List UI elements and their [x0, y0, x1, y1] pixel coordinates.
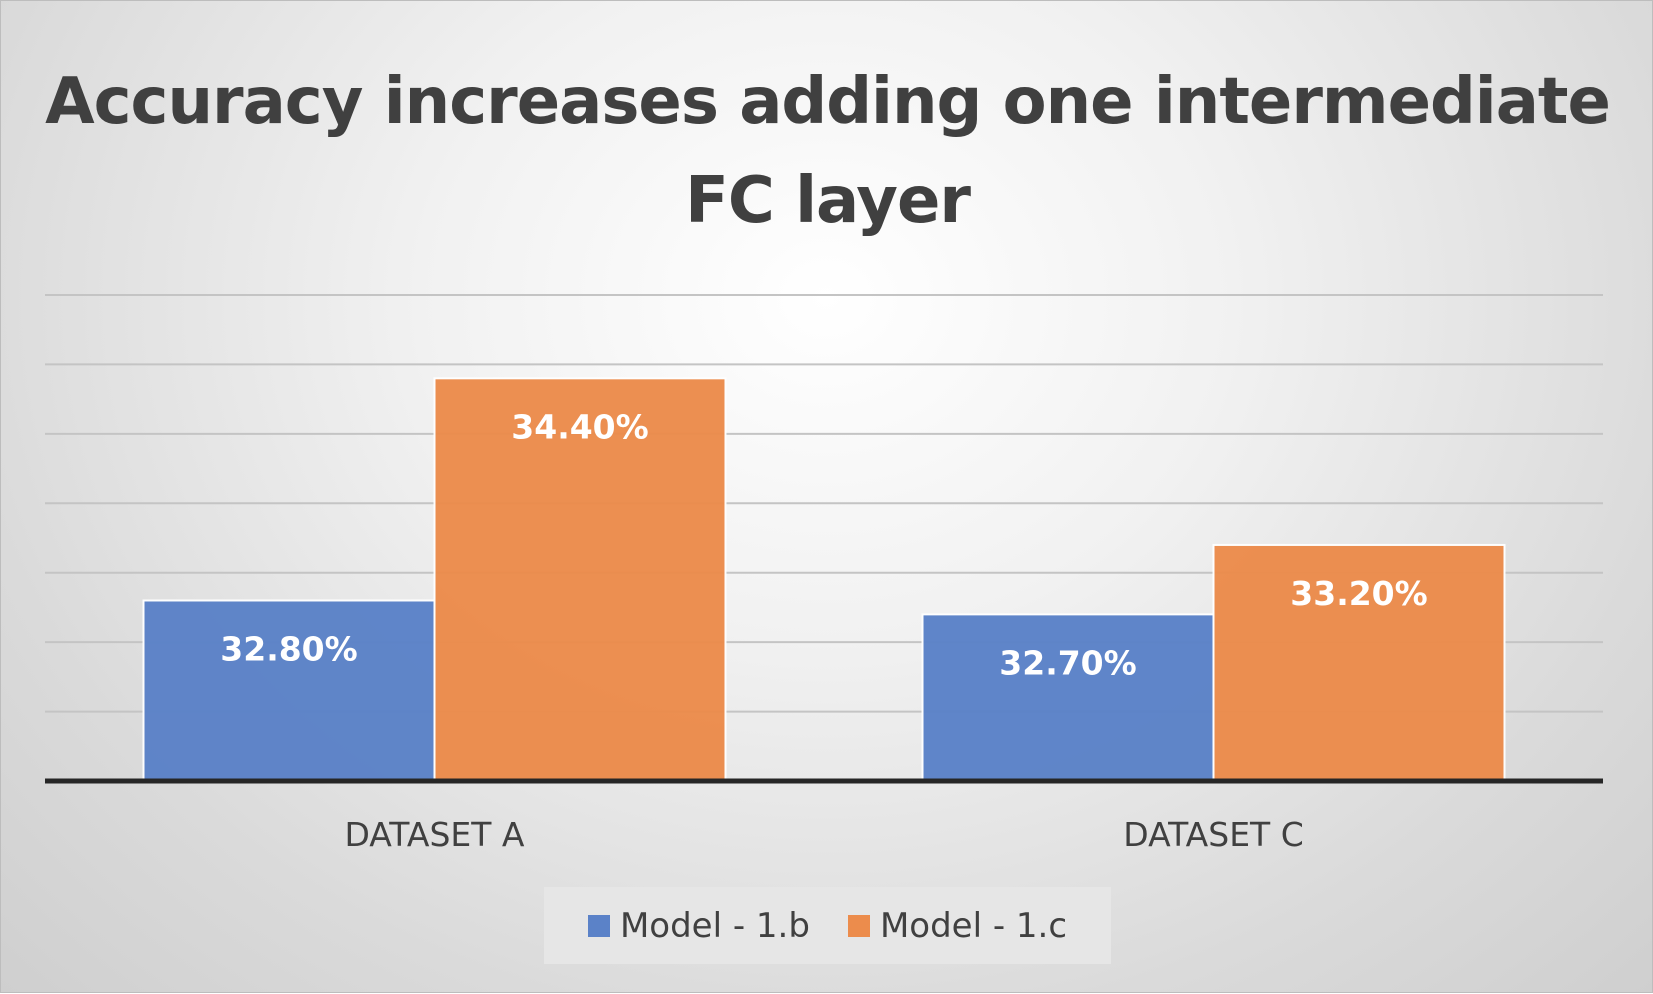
- category-labels: DATASET A DATASET C: [344, 815, 1303, 854]
- data-label: 34.40%: [511, 407, 648, 446]
- bars: [142, 377, 1506, 783]
- legend-label-model-1b: Model - 1.b: [619, 905, 810, 946]
- legend-label-model-1c: Model - 1.c: [879, 905, 1068, 946]
- category-label: DATASET A: [344, 815, 524, 854]
- legend-entry-model-1c: Model - 1.c: [847, 905, 1068, 946]
- legend-swatch-model-1c: [847, 914, 870, 937]
- legend-swatch-model-1b: [587, 914, 610, 937]
- legend: Model - 1.b Model - 1.c: [544, 887, 1111, 964]
- legend-entry-model-1b: Model - 1.b: [587, 905, 810, 946]
- data-label: 32.80%: [220, 629, 357, 668]
- bar-model-1-c-dataset-a: [433, 377, 727, 782]
- data-label: 32.70%: [999, 643, 1136, 682]
- data-label: 33.20%: [1290, 574, 1427, 613]
- category-label: DATASET C: [1123, 815, 1304, 854]
- chart-title: Accuracy increases adding one intermedia…: [45, 65, 1611, 238]
- data-labels: 32.80% 34.40% 32.70% 33.20%: [220, 407, 1427, 682]
- bar-model-1-b-dataset-a: [142, 599, 436, 782]
- bar-model-1-b-dataset-c: [921, 613, 1215, 782]
